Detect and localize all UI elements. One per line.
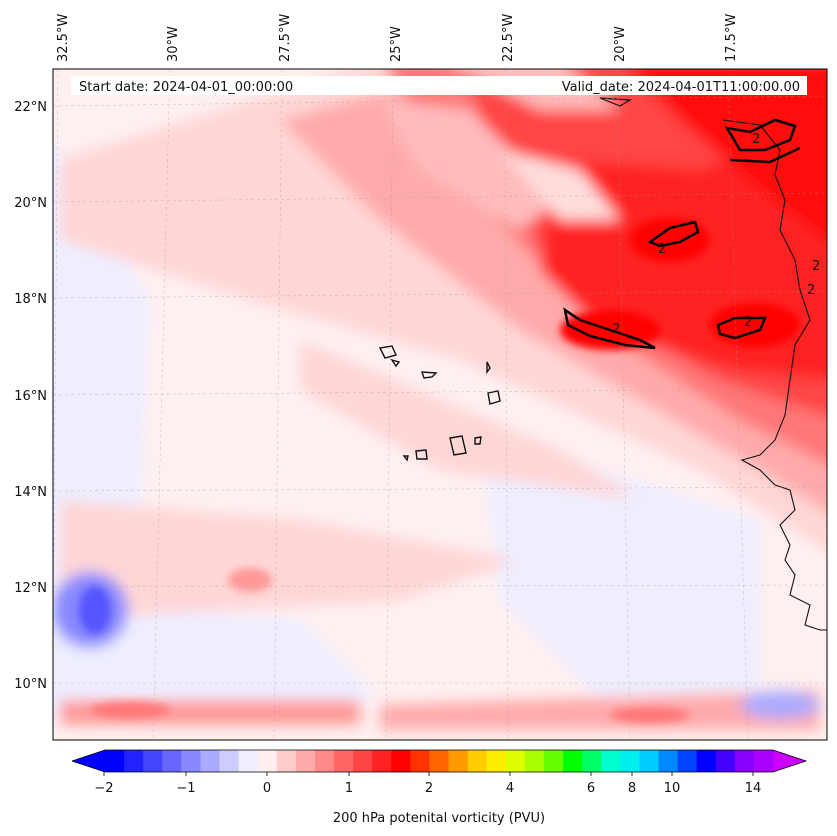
colorbar: −2 −1 0 1 2 4 6 8 10 14 200 hPa potenital vortici… [71, 749, 808, 826]
colorbar-label: 200 hPa potenital vorticity (PVU) [333, 811, 545, 826]
contour-label: 2 [807, 283, 815, 298]
contour-label: 2 [658, 242, 666, 257]
lon-label: 30°W [166, 26, 181, 62]
contour-label: 2 [752, 132, 760, 147]
lon-label: 20°W [613, 26, 628, 62]
island [378, 345, 397, 359]
colorbar-tick-label: 6 [587, 781, 595, 796]
colorbar-segment [124, 750, 144, 772]
colorbar-tick-label: 0 [263, 781, 271, 796]
colorbar-segment [181, 750, 202, 772]
lon-label: 22.5°W [501, 14, 516, 62]
contour-label: 2 [744, 315, 752, 330]
colorbar-segment [162, 750, 182, 772]
colorbar-segment [219, 750, 240, 772]
colorbar-tick-label: 14 [745, 781, 762, 796]
colorbar-tick-label: −2 [94, 781, 113, 796]
colorbar-segment [467, 750, 488, 772]
lat-label: 20°N [14, 196, 47, 211]
colorbar-segment [524, 750, 545, 772]
colorbar-segment [314, 750, 335, 772]
colorbar-segment [677, 750, 698, 772]
colorbar-segment [448, 750, 469, 772]
colorbar-segment [543, 750, 564, 772]
colorbar-segment [372, 750, 392, 772]
colorbar-low-extension [72, 750, 105, 772]
colorbar-segment [105, 750, 125, 772]
colorbar-tick-label: 2 [425, 781, 433, 796]
lat-label: 12°N [14, 581, 47, 596]
contour-2pvu [724, 118, 797, 152]
colorbar-segment [429, 750, 450, 772]
colorbar-segment [658, 750, 679, 772]
colorbar-segment [295, 750, 316, 772]
colorbar-segment [582, 750, 602, 772]
contour-2pvu [563, 307, 656, 350]
lat-label: 10°N [14, 677, 47, 692]
info-strip [71, 76, 807, 95]
lon-label: 32.5°W [56, 14, 71, 62]
colorbar-segment [715, 750, 736, 772]
colorbar-segment [238, 750, 259, 772]
lat-label: 18°N [14, 292, 47, 307]
lon-label: 27.5°W [278, 14, 293, 62]
colorbar-segment [353, 750, 373, 772]
colorbar-segment [601, 750, 621, 772]
lon-labels: 32.5°W 30°W 27.5°W 25°W 22.5°W 20°W 17.5… [56, 14, 739, 62]
lon-label: 25°W [389, 26, 404, 62]
colorbar-segment [563, 750, 583, 772]
colorbar-tick-label: 4 [506, 781, 514, 796]
contour-label: 2 [612, 322, 620, 337]
colorbar-high-extension [773, 750, 806, 772]
lat-label: 22°N [14, 100, 47, 115]
colorbar-segment [143, 750, 163, 772]
colorbar-segment [257, 750, 278, 772]
colorbar-tick-label: 10 [664, 781, 681, 796]
colorbar-segment [486, 750, 507, 772]
lon-label: 17.5°W [724, 14, 739, 62]
gridlines [53, 69, 827, 740]
contour-label: 2 [812, 259, 820, 274]
lat-label: 14°N [14, 485, 47, 500]
colorbar-segment [620, 750, 640, 772]
colorbar-segment [410, 750, 431, 772]
pv-field: 2 2 2 2 2 2 [53, 69, 827, 740]
colorbar-segment [276, 750, 297, 772]
valid-date-label: Valid_date: 2024-04-01T11:00:00.00 [562, 80, 800, 95]
colorbar-tick-label: 8 [628, 781, 636, 796]
colorbar-segment [334, 750, 354, 772]
colorbar-segment [505, 750, 526, 772]
colorbar-segment [696, 750, 717, 772]
colorbar-tick-label: 1 [345, 781, 353, 796]
colorbar-tick-label: −1 [176, 781, 195, 796]
colorbar-segment [639, 750, 660, 772]
contour-2pvu [647, 220, 700, 248]
map-frame [52, 68, 828, 741]
lat-labels: 22°N 20°N 18°N 16°N 14°N 12°N 10°N [14, 100, 47, 692]
colorbar-segment [753, 750, 774, 772]
lat-label: 16°N [14, 389, 47, 404]
colorbar-segment [391, 750, 411, 772]
start-date-label: Start date: 2024-04-01_00:00:00 [79, 80, 293, 95]
colorbar-segment [200, 750, 221, 772]
contour-2pvu [716, 316, 767, 340]
colorbar-segment [734, 750, 755, 772]
